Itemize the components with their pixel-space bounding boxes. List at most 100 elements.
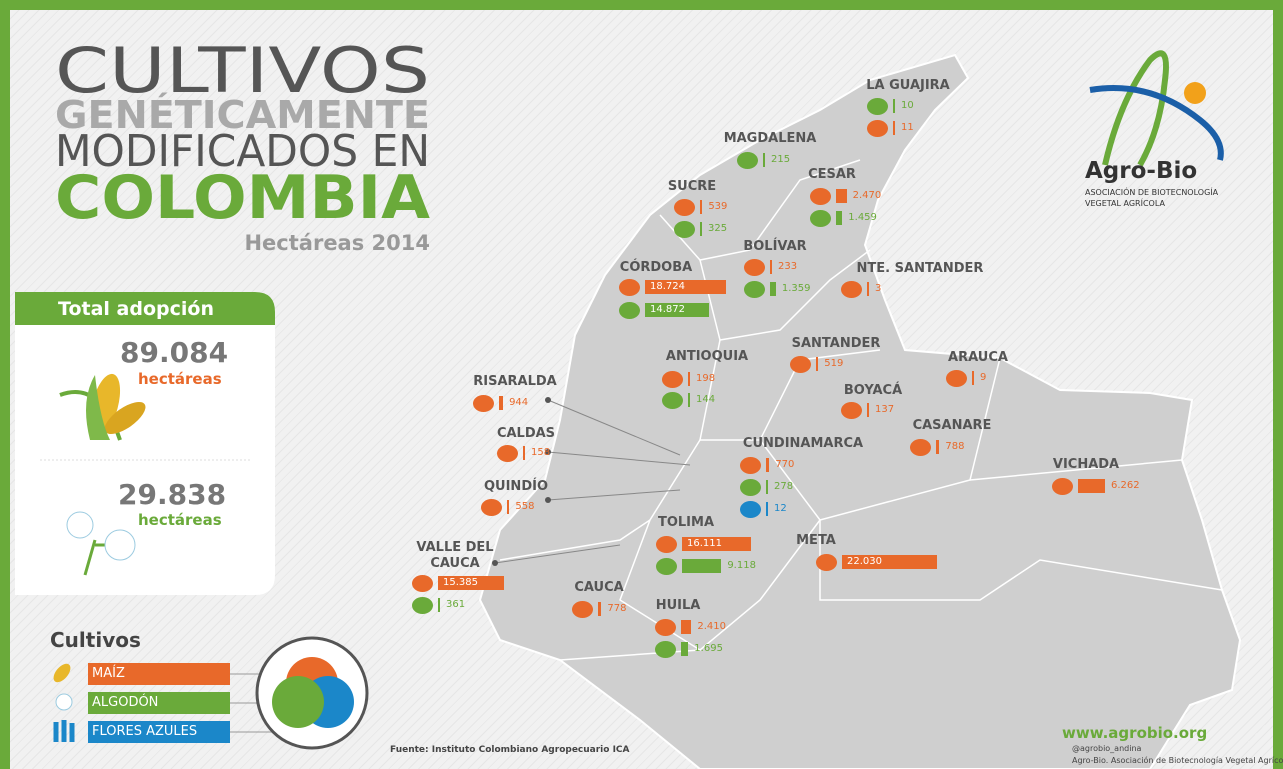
crop-dot <box>737 152 758 169</box>
value-label: 944 <box>509 397 529 408</box>
logo-mark <box>1089 50 1224 167</box>
legend-label: FLORES AZULES <box>92 724 198 739</box>
total-unit: hectáreas <box>138 370 222 388</box>
department-name: SANTANDER <box>791 336 881 351</box>
department-name: CÓRDOBA <box>619 260 693 275</box>
value-label: 2.410 <box>697 621 727 632</box>
crop-dot <box>619 279 640 296</box>
title-line: MODIFICADOS EN <box>55 126 430 177</box>
department-name: RISARALDA <box>473 374 557 389</box>
legend-swatch <box>88 663 230 685</box>
crop-dot <box>744 281 765 298</box>
bar <box>770 260 772 274</box>
value-label: 788 <box>945 441 965 452</box>
bar <box>507 500 510 514</box>
bar <box>763 153 765 167</box>
bar <box>936 440 940 454</box>
cotton-icon <box>66 511 136 576</box>
department-name: QUINDÍO <box>483 479 549 494</box>
value-label: 22.030 <box>847 556 882 567</box>
value-label: 361 <box>446 599 466 610</box>
bar <box>700 222 702 236</box>
value-label: 9 <box>980 372 987 383</box>
bar <box>816 357 819 371</box>
bar <box>867 282 869 296</box>
department-name: CALDAS <box>496 426 556 441</box>
bar <box>681 620 692 634</box>
crop-dot <box>572 601 593 618</box>
department-name: BOYACÁ <box>843 383 903 398</box>
title-line: CULTIVOS <box>55 34 430 107</box>
bar <box>766 502 768 516</box>
crop-dot <box>674 221 695 238</box>
facebook: Agro-Bio. Asociación de Biotecnología Ve… <box>1072 756 1283 765</box>
crop-dot <box>674 199 695 216</box>
department-name: MAGDALENA <box>723 131 817 146</box>
department-name: HUILA <box>655 598 701 613</box>
crop-dot <box>655 619 676 636</box>
value-label: 2.470 <box>852 190 882 201</box>
website: www.agrobio.org <box>1062 724 1208 742</box>
value-label: 18.724 <box>650 281 685 292</box>
legend-swatch <box>88 692 230 714</box>
crop-dot <box>656 558 677 575</box>
bar <box>523 446 525 460</box>
bar <box>1078 479 1105 493</box>
title-line: COLOMBIA <box>55 163 431 233</box>
internal-borders <box>499 159 1223 661</box>
total-algodon: 29.838 <box>118 478 227 511</box>
bar <box>842 555 937 569</box>
department-name: SUCRE <box>667 179 717 194</box>
subtitle: Hectáreas 2014 <box>244 231 430 255</box>
value-label: 16.111 <box>687 538 722 549</box>
value-label: 519 <box>824 358 844 369</box>
bar <box>499 396 504 410</box>
value-label: 137 <box>875 404 895 415</box>
logo-tagline: VEGETAL AGRÍCOLA <box>1085 199 1165 208</box>
bar <box>766 480 768 494</box>
crop-dot <box>740 501 761 518</box>
value-label: 1.695 <box>694 643 723 654</box>
department-name: CESAR <box>808 167 856 182</box>
total-unit: hectáreas <box>138 511 222 529</box>
bar <box>700 200 703 214</box>
department-name: LA GUAJIRA <box>866 78 950 93</box>
value-label: 215 <box>771 154 791 165</box>
value-label: 325 <box>708 223 728 234</box>
value-label: 15.385 <box>443 577 478 588</box>
crop-dot <box>841 402 862 419</box>
department-name: CASANARE <box>912 418 992 433</box>
crop-dot <box>744 259 765 276</box>
department-name: ANTIOQUIA <box>665 349 749 364</box>
value-label: 558 <box>515 501 535 512</box>
crop-dot <box>816 554 837 571</box>
crop-dot <box>867 120 888 137</box>
totals-header <box>15 292 275 325</box>
crop-dot <box>790 356 811 373</box>
crop-dot <box>946 370 967 387</box>
bar <box>688 393 690 407</box>
legend-swatch <box>88 721 230 743</box>
bar <box>836 189 847 203</box>
bar <box>598 602 602 616</box>
value-label: 1.459 <box>848 212 877 223</box>
legend-icons <box>53 663 75 742</box>
bar <box>893 99 895 113</box>
bar <box>770 282 776 296</box>
crop-dot <box>412 597 433 614</box>
value-label: 158 <box>531 447 551 458</box>
value-label: 11 <box>901 122 914 133</box>
bar <box>867 403 869 417</box>
crop-dot <box>655 641 676 658</box>
value-label: 3 <box>875 283 882 294</box>
bar <box>681 642 689 656</box>
department-name: VALLE DEL CAUCA <box>416 540 494 571</box>
logo-name: Agro-Bio <box>1085 158 1198 184</box>
crop-dot <box>412 575 433 592</box>
bar <box>766 458 770 472</box>
department-name: CAUCA <box>574 580 624 595</box>
value-label: 198 <box>696 373 716 384</box>
crop-dot <box>910 439 931 456</box>
bar <box>682 537 752 551</box>
department-name: CUNDINAMARCA <box>742 436 864 451</box>
